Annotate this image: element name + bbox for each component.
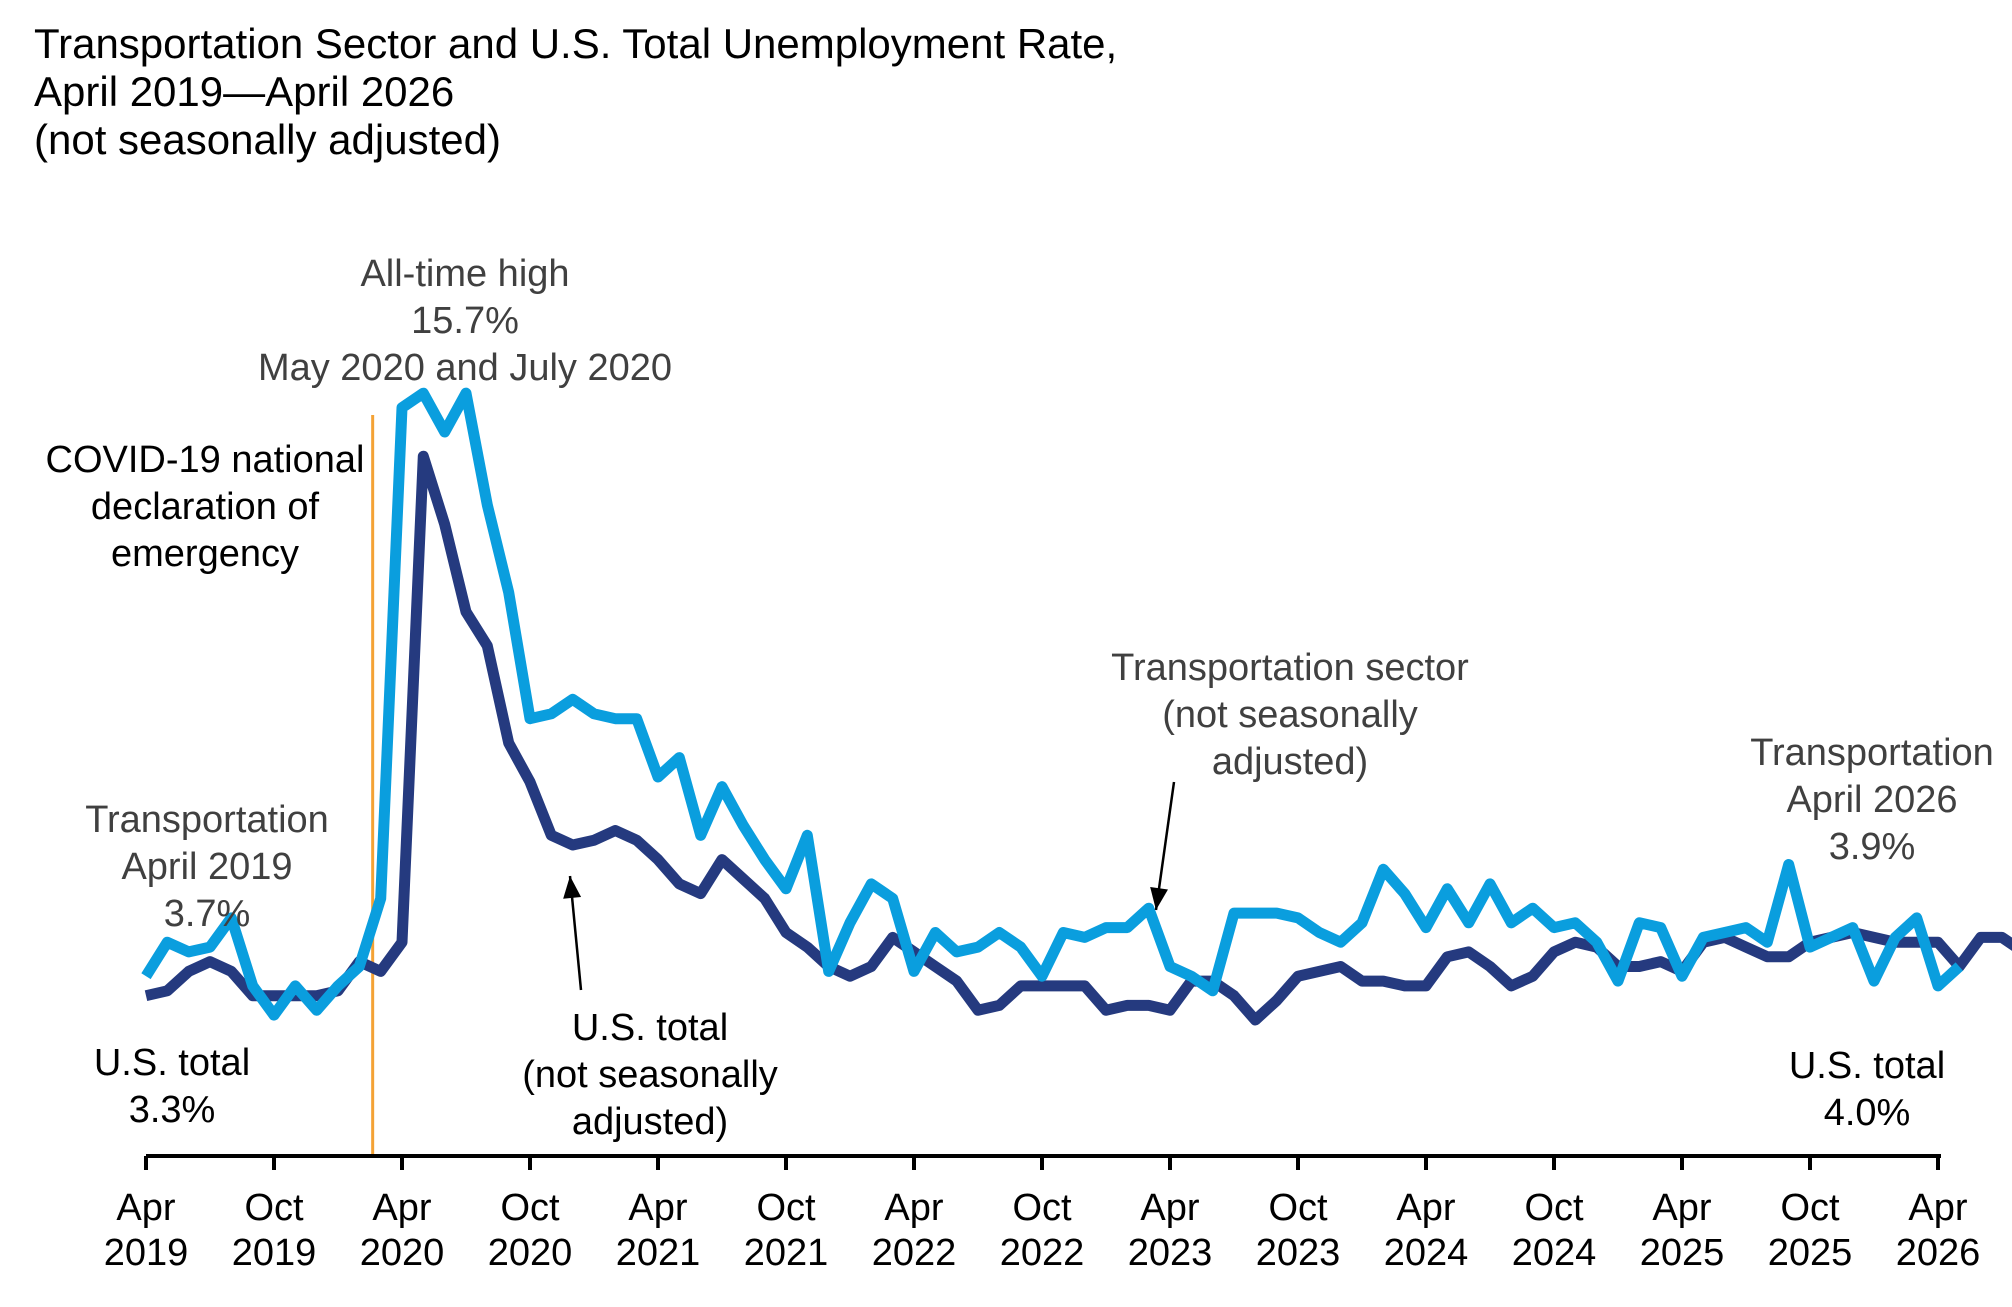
x-tick-label: Apr bbox=[116, 1187, 175, 1229]
x-tick-label: 2021 bbox=[616, 1232, 701, 1274]
x-tick-label: Oct bbox=[244, 1187, 304, 1229]
x-tick-label: 2022 bbox=[1000, 1232, 1085, 1274]
x-tick-label: 2020 bbox=[360, 1232, 445, 1274]
all-time-high-annotation: May 2020 and July 2020 bbox=[258, 347, 672, 389]
us-total-series-label: U.S. total bbox=[572, 1007, 728, 1049]
x-tick-label: 2022 bbox=[872, 1232, 957, 1274]
us-total-label-arrow-head bbox=[563, 876, 582, 899]
title-line-1: Transportation Sector and U.S. Total Une… bbox=[34, 20, 1118, 67]
us-total-end-annotation: 4.0% bbox=[1824, 1092, 1911, 1134]
x-tick-label: Oct bbox=[756, 1187, 816, 1229]
x-tick-label: 2026 bbox=[1896, 1232, 1981, 1274]
title-line-3: (not seasonally adjusted) bbox=[34, 116, 501, 163]
x-tick-label: Oct bbox=[1780, 1187, 1840, 1229]
covid-annotation: COVID-19 national bbox=[46, 439, 365, 481]
transportation-start-annotation: Transportation bbox=[85, 799, 329, 841]
x-tick-label: 2024 bbox=[1384, 1232, 1469, 1274]
annotations: All-time high 15.7% May 2020 and July 2020… bbox=[46, 253, 1994, 1143]
x-tick-label: 2021 bbox=[744, 1232, 829, 1274]
x-tick-label: 2020 bbox=[488, 1232, 573, 1274]
us-total-start-annotation: U.S. total bbox=[94, 1042, 250, 1084]
us-total-series-label: (not seasonally bbox=[522, 1054, 778, 1096]
x-tick-label: 2024 bbox=[1512, 1232, 1597, 1274]
us-total-series-label: adjusted) bbox=[572, 1101, 728, 1143]
x-axis: Apr2019Oct2019Apr2020Oct2020Apr2021Oct20… bbox=[104, 1154, 1981, 1274]
x-tick-label: Oct bbox=[500, 1187, 560, 1229]
transportation-end-annotation: 3.9% bbox=[1829, 826, 1916, 868]
x-tick-label: 2023 bbox=[1128, 1232, 1213, 1274]
x-tick-label: Apr bbox=[628, 1187, 687, 1229]
x-tick-label: 2023 bbox=[1256, 1232, 1341, 1274]
us-total-start-annotation: 3.3% bbox=[129, 1089, 216, 1131]
series-line-us-total bbox=[144, 450, 2012, 1026]
x-tick-label: Oct bbox=[1012, 1187, 1072, 1229]
transportation-end-annotation: April 2026 bbox=[1786, 779, 1957, 821]
title-line-2: April 2019—April 2026 bbox=[34, 68, 455, 115]
series-lines bbox=[141, 387, 2012, 1156]
transportation-start-annotation: 3.7% bbox=[164, 893, 251, 935]
x-tick-label: Apr bbox=[884, 1187, 943, 1229]
x-tick-label: Apr bbox=[372, 1187, 431, 1229]
all-time-high-annotation: All-time high bbox=[360, 253, 569, 295]
transportation-series-label: (not seasonally bbox=[1162, 694, 1418, 736]
us-total-end-annotation: U.S. total bbox=[1789, 1045, 1945, 1087]
transportation-label-arrow-head bbox=[1150, 886, 1168, 910]
x-tick-label: Oct bbox=[1524, 1187, 1584, 1229]
transportation-end-annotation: Transportation bbox=[1750, 732, 1994, 774]
x-tick-label: 2025 bbox=[1640, 1232, 1725, 1274]
covid-annotation: declaration of bbox=[91, 486, 320, 528]
series-line-transportation bbox=[141, 387, 1964, 1021]
transportation-series-label: Transportation sector bbox=[1111, 647, 1469, 689]
x-tick-label: Apr bbox=[1396, 1187, 1455, 1229]
all-time-high-annotation: 15.7% bbox=[411, 300, 519, 342]
x-tick-label: Apr bbox=[1140, 1187, 1199, 1229]
x-tick-label: 2019 bbox=[104, 1232, 189, 1274]
x-tick-label: Oct bbox=[1268, 1187, 1328, 1229]
x-tick-label: 2019 bbox=[232, 1232, 317, 1274]
x-tick-label: Apr bbox=[1652, 1187, 1711, 1229]
covid-annotation: emergency bbox=[111, 533, 299, 575]
transportation-start-annotation: April 2019 bbox=[121, 846, 292, 888]
transportation-series-label: adjusted) bbox=[1212, 741, 1368, 783]
x-tick-label: Apr bbox=[1908, 1187, 1967, 1229]
x-tick-label: 2025 bbox=[1768, 1232, 1853, 1274]
chart-title: Transportation Sector and U.S. Total Une… bbox=[34, 20, 1117, 164]
